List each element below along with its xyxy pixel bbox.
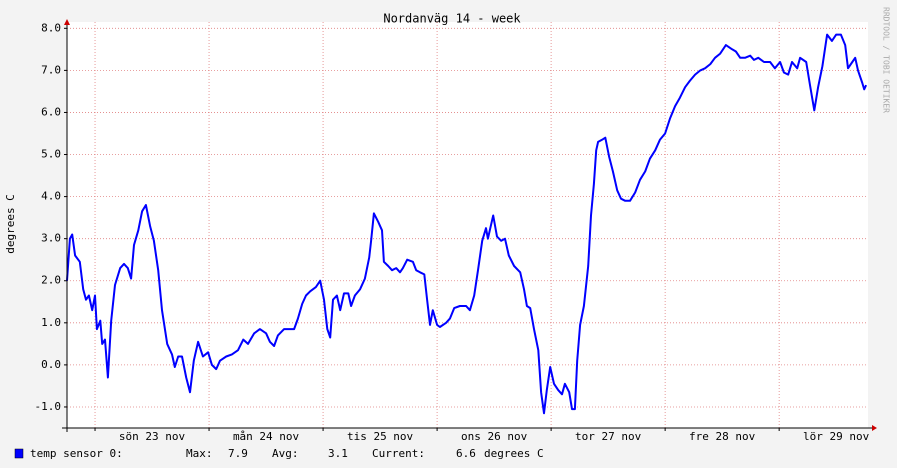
x-tick-label: tor 27 nov: [575, 430, 642, 443]
y-tick-label: 8.0: [41, 21, 61, 34]
y-arrow: [64, 19, 70, 25]
stat-value: 6.6: [456, 447, 476, 460]
y-tick-label: 5.0: [41, 148, 61, 161]
y-tick-label: 2.0: [41, 274, 61, 287]
chart-title: Nordanväg 14 - week: [383, 12, 521, 26]
y-tick-label: 6.0: [41, 105, 61, 118]
x-tick-label: tis 25 nov: [347, 430, 414, 443]
x-arrow: [872, 425, 877, 431]
y-tick-label: -1.0: [35, 400, 62, 413]
y-tick-label: 4.0: [41, 190, 61, 203]
x-tick-label: sön 23 nov: [119, 430, 186, 443]
y-axis-label: degrees C: [4, 194, 17, 254]
marks: [66, 33, 868, 415]
watermark: RRDTOOL / TOBI OETIKER: [882, 7, 891, 113]
stat-label: Current:: [372, 447, 425, 460]
legend-name: temp sensor 0:: [30, 447, 123, 460]
legend-swatch: [14, 448, 24, 459]
x-tick-label: mån 24 nov: [233, 430, 300, 443]
plot-area: [67, 22, 868, 428]
y-tick-label: 1.0: [41, 316, 61, 329]
stat-value: 7.9: [228, 447, 248, 460]
x-tick-label: ons 26 nov: [461, 430, 528, 443]
x-tick-label: lör 29 nov: [803, 430, 870, 443]
stat-unit: degrees C: [484, 447, 544, 460]
stat-value: 3.1: [328, 447, 348, 460]
y-tick-label: 3.0: [41, 232, 61, 245]
data-line: [66, 33, 868, 415]
y-tick-label: 0.0: [41, 358, 61, 371]
stat-label: Max:: [186, 447, 213, 460]
stat-label: Avg:: [272, 447, 299, 460]
x-tick-label: fre 28 nov: [689, 430, 756, 443]
y-tick-label: 7.0: [41, 63, 61, 76]
